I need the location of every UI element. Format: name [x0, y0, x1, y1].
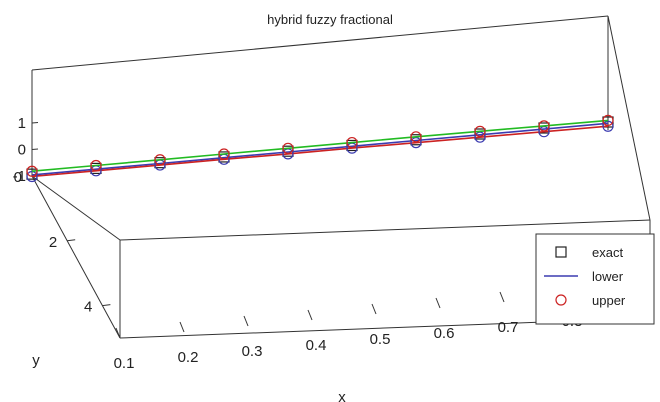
series-point-upper — [346, 136, 358, 149]
plot-box — [31, 15, 651, 339]
series-point-upper — [602, 114, 614, 127]
x-tick-label: 0.1 — [114, 355, 135, 372]
y-tick-label: 0 — [14, 169, 22, 186]
z-tick-label: 1 — [18, 115, 26, 132]
series-point-upper — [474, 125, 486, 137]
y-tick-mark — [67, 239, 76, 242]
series-point-red — [410, 137, 422, 149]
z-tick-label: 0 — [18, 142, 26, 159]
series-point-upper — [154, 154, 166, 166]
x-tick-mark — [435, 297, 441, 309]
series-point-red — [474, 131, 486, 143]
legend-swatch-exact — [555, 246, 567, 258]
x-tick-mark — [179, 321, 185, 333]
y-tick-label: 2 — [49, 234, 57, 251]
series-point-red — [26, 170, 38, 183]
chart-title: hybrid fuzzy fractional — [267, 12, 393, 27]
legend-label-upper: upper — [592, 293, 626, 308]
series-point-upper — [26, 165, 38, 177]
series-point-upper — [282, 142, 294, 154]
series-point-red — [602, 120, 614, 132]
series-line-upper — [31, 119, 609, 172]
front-top-edge — [119, 219, 651, 241]
series-line-red — [31, 125, 609, 178]
series-point-upper — [538, 120, 550, 132]
legend: exact lower upper — [535, 233, 655, 325]
x-tick-label: 0.6 — [434, 325, 455, 342]
series-point-red — [538, 126, 550, 138]
x-tick-label: 0.4 — [306, 337, 327, 354]
legend-label-lower: lower — [592, 269, 624, 284]
x-tick-label: 0.3 — [242, 343, 263, 360]
legend-swatch-upper — [555, 294, 567, 306]
z-tick-mark — [31, 148, 39, 150]
y-tick-label: 4 — [84, 299, 92, 316]
series-line-lower — [31, 122, 609, 176]
left-depth-edge — [31, 175, 121, 241]
y-axis-label: y — [32, 352, 40, 369]
x-tick-label: 0.2 — [178, 349, 199, 366]
plot-series — [26, 114, 614, 183]
legend-label-exact: exact — [592, 245, 623, 260]
series-point-upper — [218, 148, 230, 160]
x-tick-mark — [243, 315, 249, 327]
x-tick-mark — [307, 309, 313, 321]
series-point-upper — [90, 159, 102, 172]
x-axis-label: x — [338, 389, 346, 402]
right-depth-edge — [607, 15, 651, 221]
x-tick-label: 0.7 — [498, 319, 519, 336]
x-tick-mark — [115, 327, 121, 339]
x-tick-mark — [371, 303, 377, 315]
x-tick-label: 0.5 — [370, 331, 391, 348]
z-tick-label: -1 — [13, 168, 26, 185]
back-top-edge — [31, 15, 609, 71]
z-tick-mark — [31, 122, 39, 124]
series-point-upper — [410, 131, 422, 143]
y-tick-mark — [102, 304, 111, 307]
x-tick-mark — [499, 291, 505, 303]
y-axis-line — [31, 175, 121, 339]
